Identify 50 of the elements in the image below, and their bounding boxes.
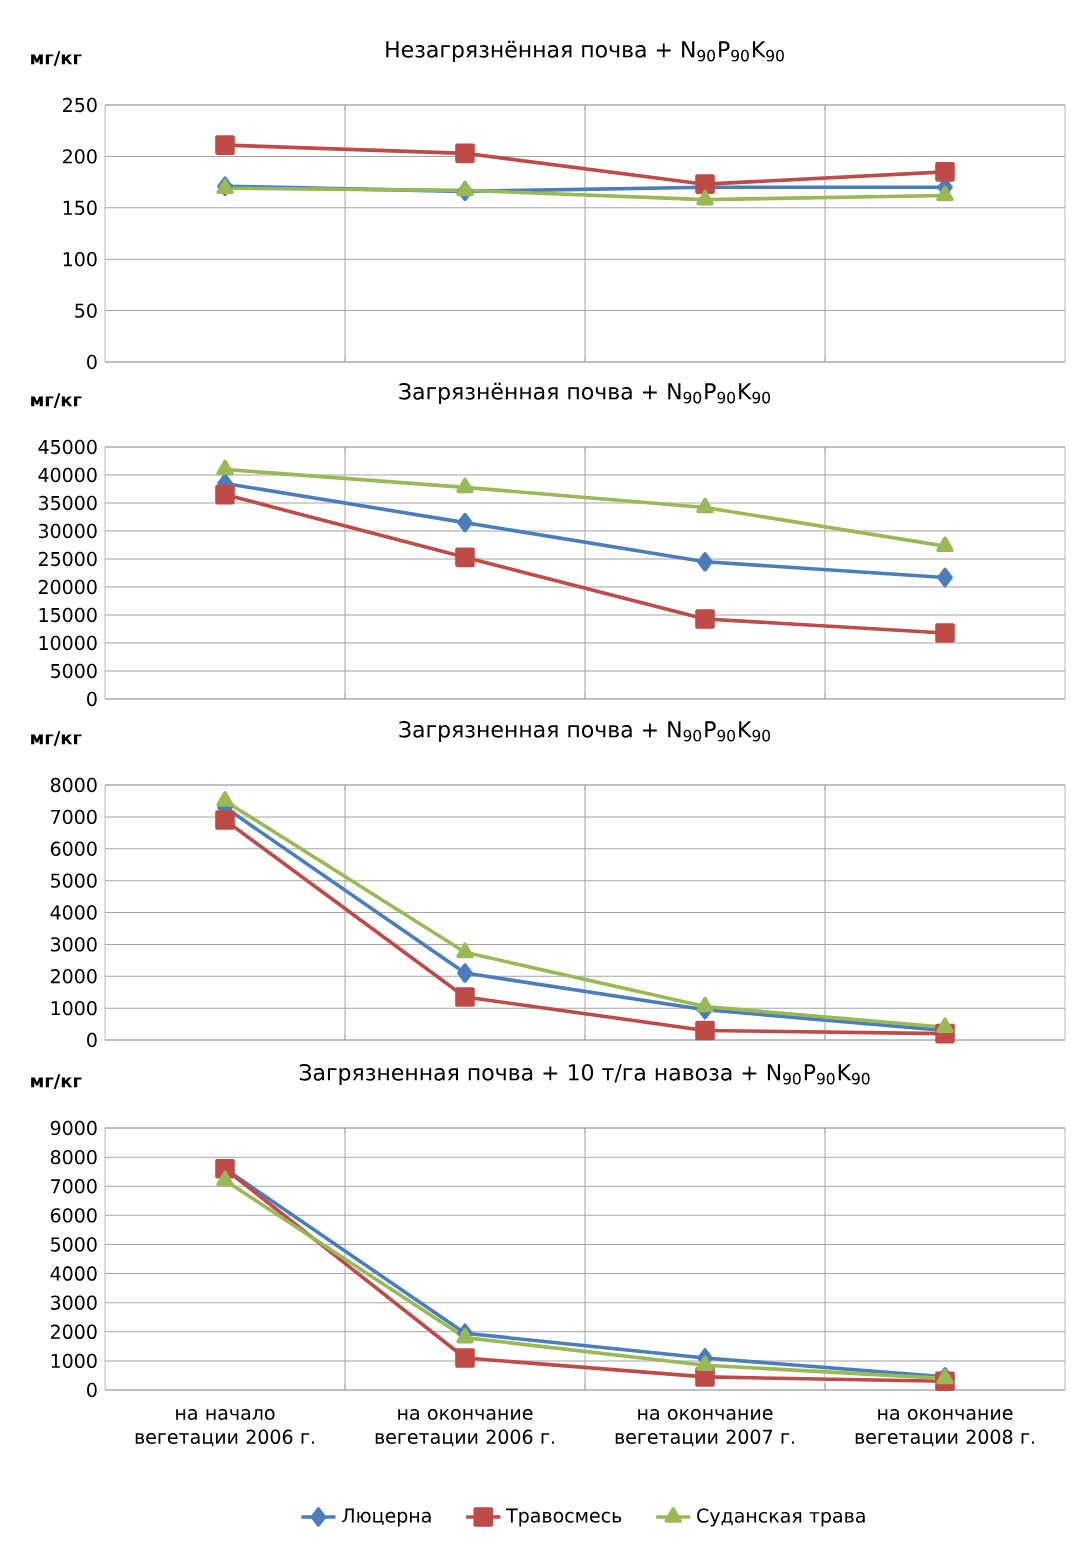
y-tick-label: 15000: [39, 607, 97, 623]
y-tick-label: 2000: [50, 969, 97, 984]
y-tick-label: 150: [63, 200, 97, 216]
y-tick-label: 100: [63, 252, 97, 267]
y-tick-label: 10000: [39, 635, 97, 651]
y-tick-label: 7000: [51, 1179, 97, 1194]
y-tick-label: 25000: [38, 551, 97, 567]
chart-title: Загрязненная почва + N$_{90}$P$_{90}$K$_{90}$: [399, 721, 771, 742]
chart-title: Загрязнённая почва + N$_{90}$P$_{90}$K$_{90}$: [399, 382, 771, 404]
y-tick-label: 3000: [51, 937, 97, 952]
y-tick-label: 250: [63, 97, 97, 113]
y-axis-title: мг/кг: [31, 1074, 82, 1089]
y-tick-label: 6000: [50, 1208, 97, 1223]
y-tick-label: 9000: [50, 1120, 97, 1136]
y-tick-label: 0: [87, 691, 97, 707]
y-tick-label: 2000: [50, 1324, 97, 1339]
chart-title: Загрязненная почва + 10 т/га навоза + N$_{90}$P$_{90}$K$_{90}$: [299, 1064, 870, 1085]
y-tick-label: 0: [87, 1032, 97, 1048]
y-tick-label: 5000: [51, 873, 97, 888]
y-tick-label: 3000: [51, 1295, 97, 1310]
y-tick-label: 30000: [38, 523, 97, 539]
x-tick-label: на начало вегетации 2006 г.: [135, 1409, 314, 1447]
y-tick-label: 6000: [50, 841, 97, 856]
y-tick-label: 1000: [51, 1353, 97, 1369]
y-tick-label: 40000: [38, 467, 97, 483]
y-tick-label: 1000: [51, 1000, 97, 1016]
y-tick-label: 35000: [38, 495, 97, 511]
y-tick-label: 4000: [50, 905, 97, 920]
y-axis-title: мг/кг: [31, 393, 82, 408]
y-tick-label: 5000: [51, 1237, 97, 1252]
legend-label: Травосмесь: [506, 1508, 622, 1527]
y-tick-label: 7000: [51, 809, 97, 825]
y-tick-label: 5000: [51, 663, 97, 679]
y-tick-label: 20000: [38, 579, 97, 595]
y-tick-label: 45000: [38, 439, 97, 455]
y-tick-label: 0: [87, 1382, 97, 1398]
x-tick-label: на окончание вегетации 2006 г.: [375, 1409, 554, 1447]
y-tick-label: 8000: [50, 777, 97, 793]
legend-label: Суданская трава: [697, 1508, 865, 1527]
y-axis-title: мг/кг: [31, 51, 82, 66]
y-tick-label: 0: [87, 354, 97, 370]
chart-title: Незагрязнённая почва + N$_{90}$P$_{90}$K$_{90}$: [386, 40, 784, 62]
x-tick-label: на окончание вегетации 2008 г.: [855, 1409, 1034, 1447]
y-tick-label: 8000: [50, 1149, 97, 1165]
legend-label: Люцерна: [342, 1508, 431, 1527]
x-tick-label: на окончание вегетации 2007 г.: [615, 1409, 794, 1447]
y-tick-label: 200: [63, 149, 97, 164]
y-axis-title: мг/кг: [31, 731, 82, 746]
y-tick-label: 4000: [50, 1266, 97, 1281]
y-tick-label: 50: [75, 303, 97, 318]
